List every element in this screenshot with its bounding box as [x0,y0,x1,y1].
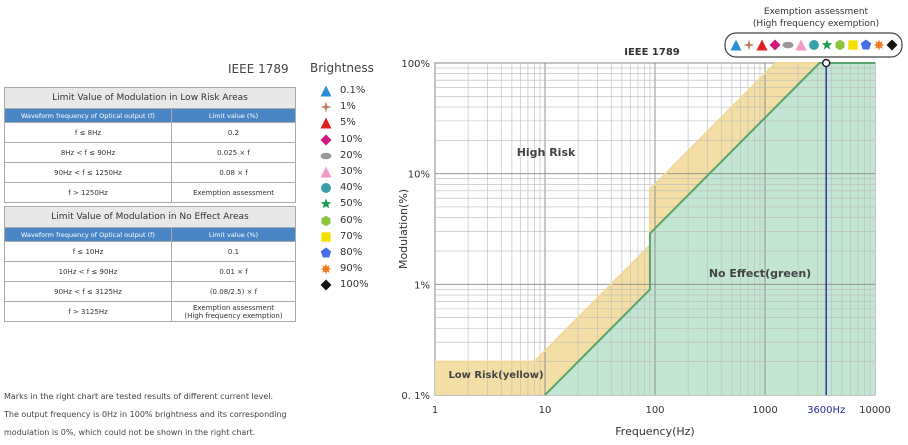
legend-label: 30% [340,166,363,177]
table-cell: Exemption assessment [171,182,296,203]
legend-label: 60% [340,214,363,226]
y-axis-title: Modulation(%) [397,189,410,269]
legend-label: 50% [340,198,363,210]
brightness-title: Brightness [310,61,374,75]
note-line-1: Marks in the right chart are tested resu… [4,392,274,401]
diamond-icon [320,134,332,146]
x-tick-label: 100 [645,405,664,416]
low-risk-label: Low Risk(yellow) [448,370,543,381]
legend-item: 10% [320,133,380,149]
legend-label: 20% [340,149,363,161]
legend-item: 30% [320,165,380,181]
triangle-icon [730,39,742,51]
four-point-star-icon [320,101,332,113]
hexagon-icon [321,215,331,226]
y-tick-label: 0. 1% [401,391,430,402]
low-risk-table: Limit Value of Modulation in Low Risk Ar… [4,87,296,203]
table-cell: Exemption assessment (High frequency exe… [171,301,296,322]
x-tick-label: 1000 [752,405,777,416]
burst-icon [873,39,885,51]
circle-icon [321,183,331,194]
x-tick-label: 10 [539,405,552,416]
table-row: 8Hz < f ≤ 90Hz 0.025 × f [4,142,296,163]
exemption-point [821,58,831,68]
low-risk-header-limit: Limit value (%) [171,108,296,123]
legend-label: 5% [340,117,356,129]
note-line-2: The output frequency is 0Hz in 100% brig… [4,410,287,419]
square-icon [321,232,331,242]
high-risk-label: High Risk [517,146,576,159]
legend-item: 1% [320,100,380,116]
square-icon [848,40,858,50]
legend-item: 40% [320,181,380,197]
legend-label: 90% [340,263,363,275]
table-row: f > 1250Hz Exemption assessment [4,182,296,203]
legend-item: 80% [320,246,380,262]
table-row: 10Hz < f ≤ 90Hz 0.01 × f [4,261,296,282]
table-row: f ≤ 8Hz 0.2 [4,122,296,143]
legend-item: 60% [320,214,380,230]
y-tick-label: 10% [408,170,430,181]
diamond-icon [769,39,781,51]
legend-item: 90% [320,262,380,278]
ellipse-icon [320,152,332,160]
legend-label: 80% [340,247,363,258]
table-row: 90Hz < f ≤ 1250Hz 0.08 × f [4,162,296,183]
table-row: 90Hz < f ≤ 3125Hz (0.08/2.5) × f [4,281,296,302]
legend-item: 5% [320,116,380,132]
standard-label: IEEE 1789 [228,62,289,76]
legend-item: 50% [320,197,380,213]
burst-icon [320,263,332,275]
no-effect-label: No Effect(green) [709,267,811,280]
note-line-3: modulation is 0%, which could not be sho… [4,428,256,437]
star-icon [320,198,332,209]
circle-icon [809,40,819,50]
no-effect-header-limit: Limit value (%) [171,227,296,242]
legend-label: 0.1% [340,85,366,96]
four-point-star-icon [743,39,755,51]
y-tick-label: 100% [401,59,430,70]
legend-item: 100% [320,278,380,294]
hexagon-icon [835,39,845,51]
no-effect-header-frequency: Waveform frequency of Optical output (f) [4,227,172,242]
table-cell: f > 3125Hz [4,301,172,322]
no-effect-table: Limit Value of Modulation in No Effect A… [4,206,296,322]
low-risk-header-frequency: Waveform frequency of Optical output (f) [4,108,172,123]
triangle-icon [320,117,332,129]
x-axis-title: Frequency(Hz) [615,425,694,438]
legend-item: 20% [320,149,380,165]
triangle-icon [320,166,332,178]
legend-label: 70% [340,230,363,242]
table-row: f > 3125Hz Exemption assessment (High fre… [4,301,296,322]
legend-label: 100% [340,279,369,291]
x-tick-label: 10000 [859,405,891,416]
legend-label: 40% [340,182,363,194]
star-icon [821,39,833,50]
legend-label: 1% [340,101,356,113]
chart-title: IEEE 1789 [624,47,680,58]
ellipse-icon [782,41,794,49]
exemption-label-line-2: (High frequency exemption) [753,19,879,29]
y-tick-label: 1% [414,280,430,291]
triangle-icon [795,39,807,51]
exemption-label-line-1: Exemption assessment [764,7,869,17]
legend-label: 10% [340,133,363,145]
triangle-icon [756,39,768,51]
pentagon-icon [320,247,332,258]
low-risk-boundary [435,62,875,363]
table-cell: (0.08/2.5) × f [171,281,296,302]
x-tick-label: 1 [432,405,438,416]
legend-item: 0.1% [320,84,380,100]
diamond-icon [320,279,332,291]
low-risk-table-title: Limit Value of Modulation in Low Risk Ar… [4,87,296,109]
marker-label: 3600Hz [807,405,845,416]
triangle-icon [320,85,332,97]
legend-item: 70% [320,230,380,246]
pentagon-icon [860,39,872,50]
no-effect-boundary [544,62,875,396]
diamond-icon [886,39,898,51]
